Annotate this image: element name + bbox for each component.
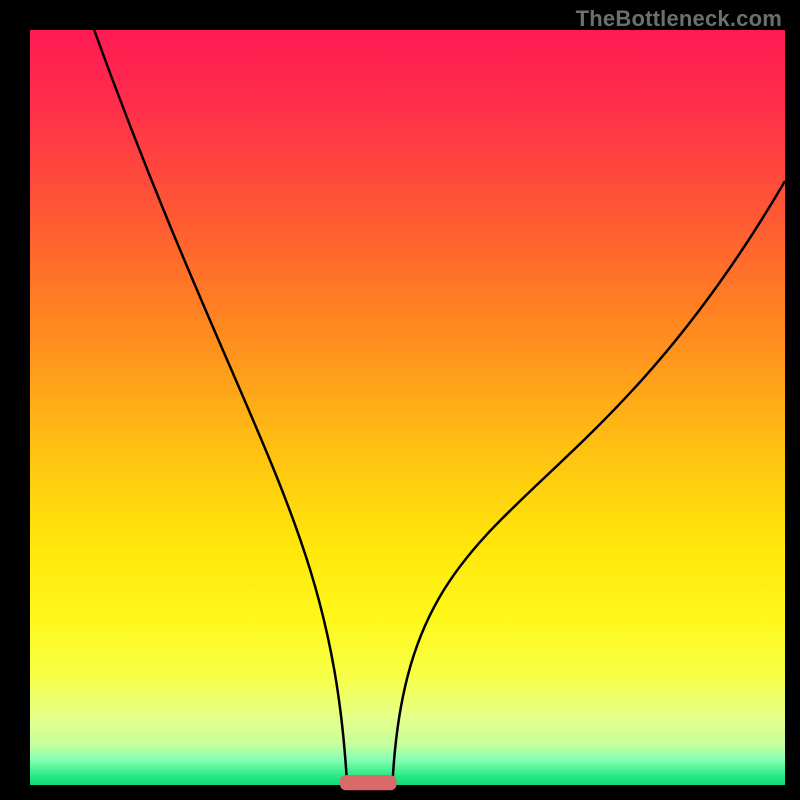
watermark-text: TheBottleneck.com: [576, 6, 782, 32]
bottleneck-chart: TheBottleneck.com: [0, 0, 800, 800]
gradient-background: [30, 30, 785, 785]
chart-canvas: [0, 0, 800, 800]
optimal-range-marker: [340, 775, 397, 790]
